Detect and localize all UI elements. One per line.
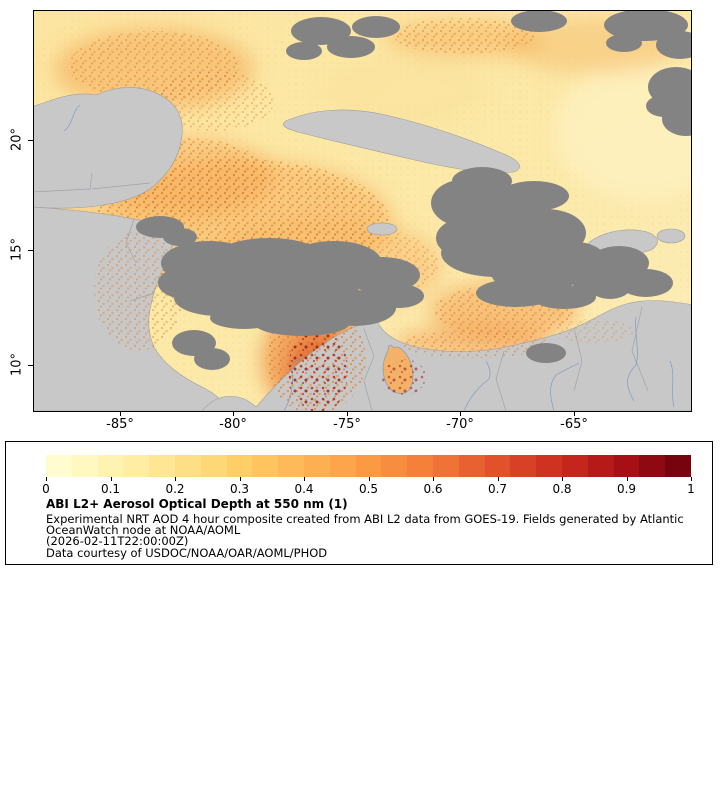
colorbar-tick-label: 0 xyxy=(42,482,50,496)
x-axis-label: -70° xyxy=(446,417,474,432)
colorbar-tick xyxy=(497,477,499,481)
aod-map-graphic xyxy=(34,11,691,411)
colorbar-tick-label: 0.3 xyxy=(229,482,250,496)
colorbar-tick-label: 1 xyxy=(687,482,695,496)
y-axis-tick xyxy=(28,365,33,366)
x-axis-label: -85° xyxy=(106,417,134,432)
x-axis-label: -75° xyxy=(333,417,361,432)
x-axis-tick xyxy=(460,411,461,416)
legend-credit: Data courtesy of USDOC/NOAA/OAR/AOML/PHO… xyxy=(46,546,328,560)
colorbar-tick-label: 0.1 xyxy=(100,482,121,496)
x-axis-tick xyxy=(347,411,348,416)
x-axis-tick xyxy=(233,411,234,416)
colorbar-tick-label: 0.6 xyxy=(423,482,443,496)
colorbar-tick-label: 0.9 xyxy=(616,482,637,496)
colorbar-tick xyxy=(691,477,692,481)
colorbar-tick xyxy=(46,477,47,481)
y-axis-tick xyxy=(28,140,33,141)
y-axis-label: 15° xyxy=(9,237,25,262)
colorbar-tick xyxy=(239,477,241,481)
colorbar-tick-label: 0.5 xyxy=(358,482,379,496)
cloud-honduras xyxy=(136,216,197,246)
land-jamaica xyxy=(366,222,398,236)
colorbar-tick-label: 0.7 xyxy=(487,482,508,496)
colorbar-tick-label: 0.8 xyxy=(552,482,572,496)
colorbar-tick xyxy=(368,477,370,481)
cloud-missing-data xyxy=(136,11,691,370)
land-puerto-rico xyxy=(656,228,686,244)
y-axis-label: 10° xyxy=(9,352,25,377)
y-axis-label: 20° xyxy=(9,127,25,152)
map-plot-area xyxy=(33,10,692,412)
colorbar-tick xyxy=(175,477,176,481)
colorbar xyxy=(46,455,691,477)
x-axis-label: -65° xyxy=(560,417,588,432)
cloud-top-center xyxy=(286,11,567,60)
cloud-center-right xyxy=(431,167,614,309)
colorbar-tick-label: 0.4 xyxy=(294,482,314,496)
legend-description-line2: OceanWatch node at NOAA/AOML xyxy=(46,523,241,537)
colorbar-tick xyxy=(110,477,112,481)
legend-description-line1: Experimental NRT AOD 4 hour composite cr… xyxy=(46,512,684,526)
land-cuba xyxy=(283,109,520,173)
y-axis-tick xyxy=(28,250,33,251)
cloud-center-left xyxy=(158,238,424,336)
colorbar-ticks: 0 0.1 0.2 0.3 0.4 0.5 0.6 0.7 0.8 0.9 1 xyxy=(42,477,695,499)
colorbar-tick xyxy=(304,477,305,481)
cloud-venezuela-coast xyxy=(526,343,566,363)
colorbar-tick xyxy=(626,477,628,481)
cloud-top-right xyxy=(604,11,691,59)
x-axis-tick xyxy=(120,411,121,416)
colorbar-tick xyxy=(562,477,563,481)
land-yucatan xyxy=(34,87,183,209)
legend-timestamp: (2026-02-11T22:00:00Z) xyxy=(46,534,189,548)
legend-box: 0 0.1 0.2 0.3 0.4 0.5 0.6 0.7 0.8 0.9 1 ABI L2+ Ae… xyxy=(5,441,713,565)
colorbar-tick-label: 0.2 xyxy=(165,482,185,496)
legend-title: ABI L2+ Aerosol Optical Depth at 550 nm … xyxy=(46,497,348,511)
x-axis-tick xyxy=(574,411,575,416)
cloud-right-edge xyxy=(646,67,691,136)
cloud-right-center xyxy=(589,246,673,299)
colorbar-tick xyxy=(433,477,434,481)
x-axis-label: -80° xyxy=(219,417,247,432)
cloud-costa-rica xyxy=(172,330,230,370)
